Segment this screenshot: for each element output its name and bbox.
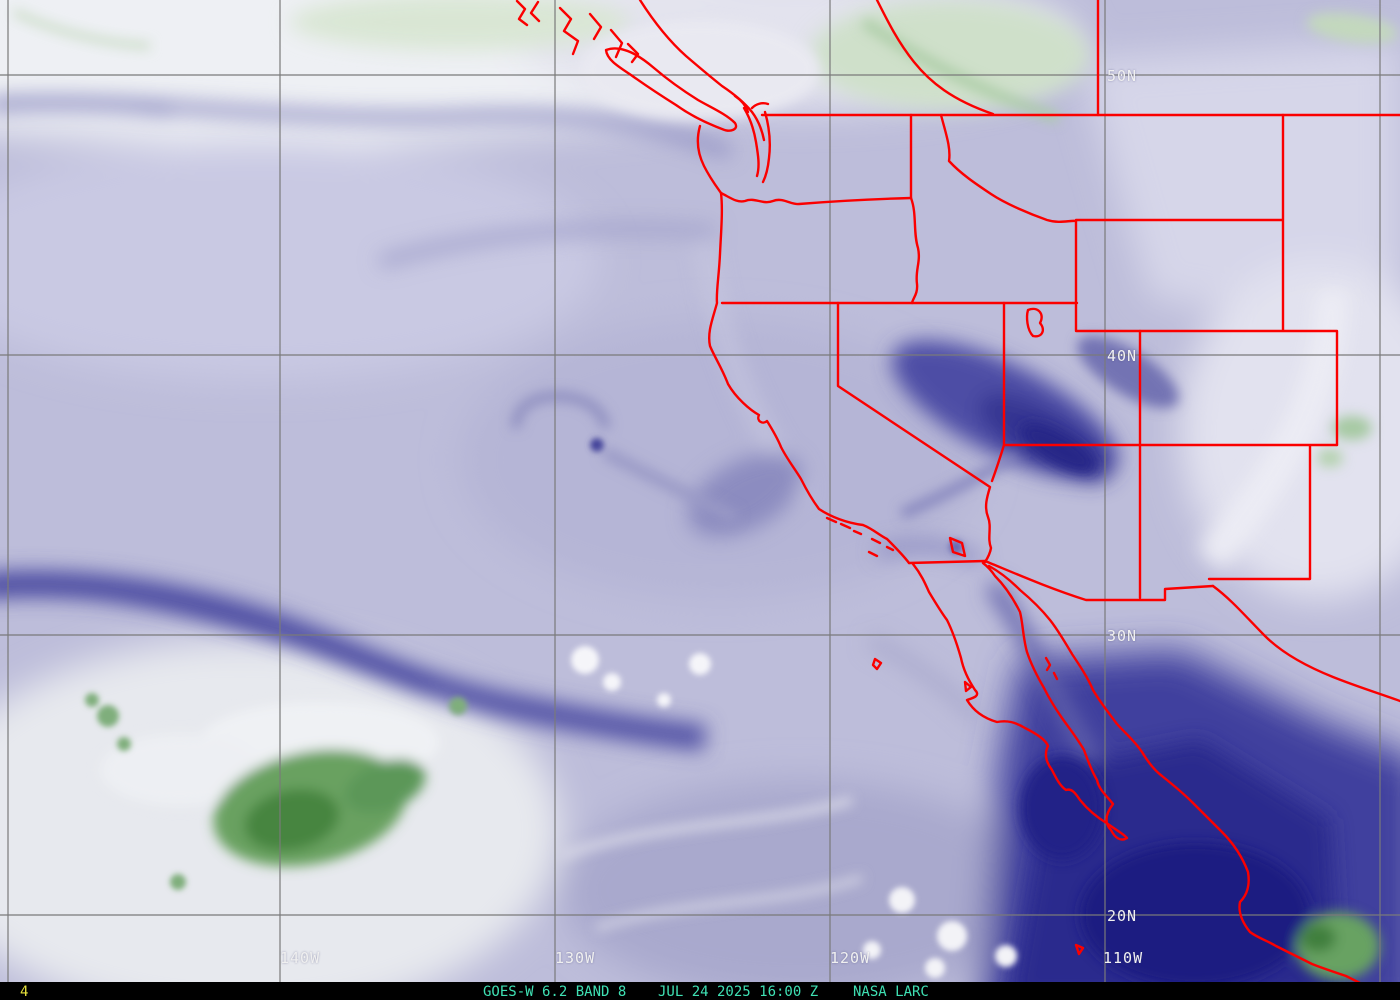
- mexico-border-rio-grande: [907, 559, 1400, 703]
- caption-credit: NASA LARC: [853, 984, 929, 1000]
- lat-label-20n: 20N: [1107, 907, 1138, 925]
- lon-label-130w: 130W: [555, 949, 596, 967]
- lat-label-30n: 30N: [1107, 627, 1138, 645]
- political-borders: [515, 0, 1400, 982]
- lon-label-140w: 140W: [280, 949, 321, 967]
- island-outlines: [825, 516, 1085, 956]
- lake-outlines: [948, 307, 1044, 558]
- lat-label-50n: 50N: [1107, 67, 1138, 85]
- lat-label-40n: 40N: [1107, 347, 1138, 365]
- us-west-coastline: [696, 124, 913, 565]
- lon-label-120w: 120W: [830, 949, 871, 967]
- lon-label-110w: 110W: [1103, 949, 1144, 967]
- state-borders: [720, 0, 1400, 600]
- baja-mexico-coastline: [911, 561, 1361, 982]
- caption-satellite-band: GOES-W 6.2 BAND 8: [483, 984, 627, 1000]
- bc-coastline: [515, 0, 771, 184]
- caption-bar: 4 GOES-W 6.2 BAND 8 JUL 24 2025 16:00 Z …: [0, 982, 1400, 1000]
- frame-number: 4: [20, 984, 29, 1000]
- caption-datetime: JUL 24 2025 16:00 Z: [658, 984, 819, 1000]
